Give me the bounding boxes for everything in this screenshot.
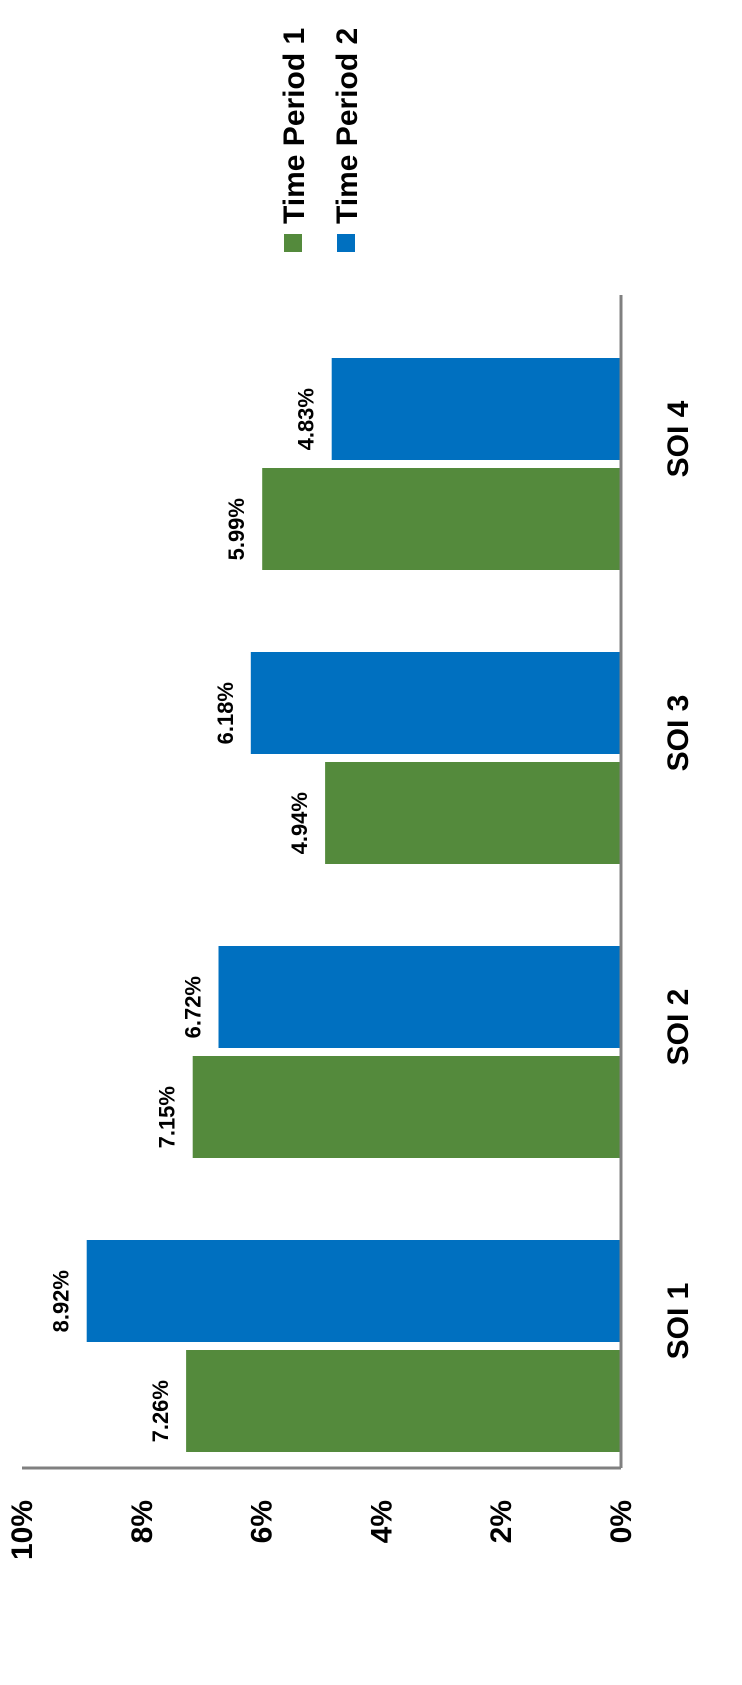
value-label-soi-4-series-2: 4.83% — [294, 388, 319, 450]
legend: Time Period 1 Time Period 2 — [278, 28, 364, 252]
value-axis-ticks: 0% 2% 4% 6% 8% 10% — [6, 1500, 638, 1560]
value-label-soi-3-series-2: 6.18% — [213, 682, 238, 744]
bar-soi-2-series-2 — [218, 946, 621, 1048]
tick-label-4: 4% — [365, 1500, 398, 1543]
category-label-soi-3: SOI 3 — [662, 695, 695, 772]
legend-label-series-2: Time Period 2 — [331, 28, 364, 224]
bar-soi-3-series-1 — [325, 762, 621, 864]
value-label-soi-1-series-1: 7.26% — [148, 1380, 173, 1442]
tick-label-8: 8% — [126, 1500, 159, 1543]
value-label-soi-2-series-1: 7.15% — [155, 1086, 180, 1148]
legend-label-series-1: Time Period 1 — [278, 28, 311, 224]
value-label-soi-3-series-1: 4.94% — [287, 792, 312, 854]
bar-soi-1-series-1 — [186, 1350, 621, 1452]
data-labels-group: 7.26% 8.92% 7.15% 6.72% 4.94% 6.18% 5.99% 4.83% — [49, 388, 319, 1442]
bar-soi-2-series-1 — [192, 1056, 621, 1158]
tick-label-0: 0% — [605, 1500, 638, 1543]
category-label-soi-4: SOI 4 — [662, 400, 695, 477]
legend-swatch-series-1 — [284, 234, 302, 252]
legend-swatch-series-2 — [337, 234, 355, 252]
category-labels-group: SOI 1 SOI 2 SOI 3 SOI 4 — [662, 400, 695, 1359]
bar-soi-4-series-2 — [331, 358, 621, 460]
value-label-soi-2-series-2: 6.72% — [181, 976, 206, 1038]
bar-soi-1-series-2 — [86, 1240, 621, 1342]
tick-label-10: 10% — [6, 1500, 39, 1560]
bars-group — [86, 358, 622, 1452]
bar-soi-3-series-2 — [250, 652, 622, 754]
value-label-soi-4-series-1: 5.99% — [224, 498, 249, 560]
bar-soi-4-series-1 — [262, 468, 621, 570]
category-label-soi-1: SOI 1 — [662, 1283, 695, 1360]
value-label-soi-1-series-2: 8.92% — [49, 1270, 74, 1332]
tick-label-2: 2% — [485, 1500, 518, 1543]
category-label-soi-2: SOI 2 — [662, 989, 695, 1066]
tick-label-6: 6% — [246, 1500, 279, 1543]
